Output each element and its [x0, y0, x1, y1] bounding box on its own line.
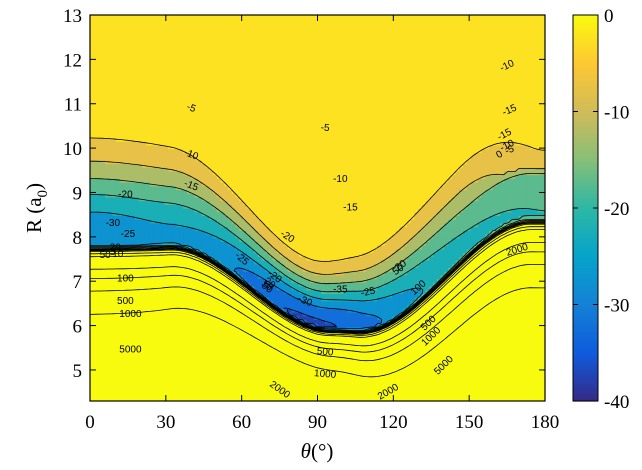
contour-label: -5 [185, 102, 198, 116]
colorbar-tick-label: -10 [604, 103, 629, 124]
contour-label: -25 [360, 285, 377, 299]
contour-label: -10 [182, 147, 200, 163]
x-tick-label: 90 [308, 412, 327, 433]
contour-label: 500 [316, 346, 334, 358]
contour-label: 10 [112, 249, 124, 260]
contour-line [90, 264, 545, 362]
contour-line [90, 242, 545, 347]
x-axis-label: θ(°) [301, 439, 334, 463]
contour-label: -10 [333, 174, 348, 185]
y-tick-label: 13 [63, 6, 82, 27]
contour-fill [90, 15, 545, 401]
x-tick-label: 180 [531, 412, 560, 433]
contour-lines [90, 137, 545, 378]
contour-label: 0 [494, 149, 505, 162]
y-tick-label: 5 [73, 361, 83, 382]
colorbar-tick-label: 0 [604, 6, 614, 27]
contour-label: -20 [118, 189, 133, 200]
contour-label: 5 [110, 247, 116, 258]
y-tick-label: 7 [73, 272, 83, 293]
contour-label: -35 [333, 285, 348, 296]
contour-label: 50 [100, 250, 112, 261]
y-tick-label: 9 [73, 183, 83, 204]
contour-label: -15 [501, 102, 519, 118]
contour-label: 5000 [119, 345, 142, 356]
y-tick-label: 6 [73, 317, 83, 338]
contour-label: -15 [343, 203, 358, 214]
colorbar-tick-label: -40 [604, 392, 629, 413]
contour-label: 500 [117, 296, 134, 307]
x-tick-label: 120 [379, 412, 408, 433]
y-tick-label: 8 [73, 228, 83, 249]
contour-label: -15 [182, 178, 200, 194]
x-tick-label: 150 [455, 412, 484, 433]
contour-line [90, 287, 545, 378]
x-tick-label: 0 [85, 412, 95, 433]
contour-label: -25 [121, 229, 136, 240]
axis-ticks: 0 30 60 90 120 150 180 5 6 7 8 9 10 11 12 13 [63, 6, 559, 433]
contour-label: 20 [110, 243, 122, 254]
contour-line [90, 226, 545, 336]
contour-label: -5 [320, 122, 330, 134]
colorbar: 0 -10 -20 -30 -40 [572, 6, 629, 413]
contour-label: -30 [296, 293, 314, 309]
y-tick-label: 12 [63, 50, 82, 71]
contour-label: 100 [117, 274, 134, 285]
x-tick-label: 30 [156, 412, 175, 433]
contour-label: -30 [106, 218, 121, 229]
plot-area: -5-5-10-10-10-15-15-15-15-20-20-25-25-25… [90, 15, 545, 401]
y-axis-label: R (a0) [22, 183, 51, 233]
contour-line [90, 251, 545, 353]
y-tick-label: 11 [64, 95, 82, 116]
contour-labels: -5-5-10-10-10-15-15-15-15-20-20-25-25-25… [100, 58, 530, 401]
x-tick-label: 60 [232, 412, 251, 433]
y-tick-label: 10 [63, 139, 82, 160]
contour-line [90, 223, 545, 335]
contour-line [283, 307, 338, 328]
contour-label: 1000 [119, 309, 142, 320]
contour-label: 1000 [314, 368, 337, 381]
colorbar-tick-label: -20 [604, 199, 629, 220]
contour-line [90, 229, 545, 338]
colorbar-tick-label: -30 [604, 296, 629, 317]
